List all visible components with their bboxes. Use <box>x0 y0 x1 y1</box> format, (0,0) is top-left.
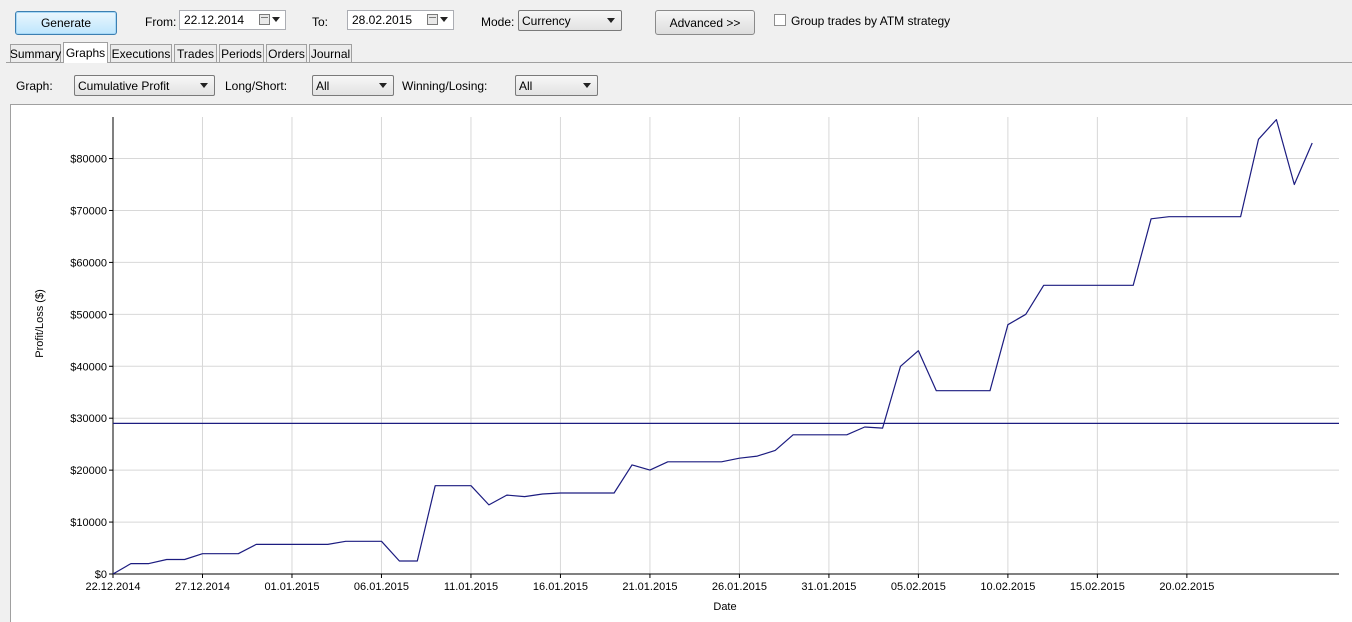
y-tick-label: $30000 <box>70 413 107 425</box>
winlose-select[interactable]: All <box>515 75 598 96</box>
chevron-down-icon[interactable] <box>272 17 280 22</box>
x-tick-label: 06.01.2015 <box>354 581 409 593</box>
tab-panel-border <box>6 62 1352 63</box>
x-tick-label: 22.12.2014 <box>85 581 140 593</box>
tab-trades[interactable]: Trades <box>174 44 217 62</box>
x-tick-label: 10.02.2015 <box>980 581 1035 593</box>
y-tick-label: $0 <box>95 569 107 581</box>
y-axis-label: Profit/Loss ($) <box>34 289 46 357</box>
chevron-down-icon[interactable] <box>440 17 448 22</box>
y-tick-label: $70000 <box>70 205 107 217</box>
chevron-down-icon <box>379 83 387 88</box>
chevron-down-icon <box>200 83 208 88</box>
mode-label: Mode: <box>481 15 515 29</box>
x-tick-label: 01.01.2015 <box>264 581 319 593</box>
group-trades-checkbox[interactable] <box>774 14 786 26</box>
y-tick-label: $20000 <box>70 465 107 477</box>
y-tick-label: $50000 <box>70 309 107 321</box>
to-date-value: 28.02.2015 <box>352 13 413 27</box>
winlose-label: Winning/Losing: <box>402 79 488 93</box>
to-label: To: <box>312 15 329 29</box>
chevron-down-icon <box>607 18 615 23</box>
calendar-icon[interactable] <box>259 14 270 25</box>
tab-executions[interactable]: Executions <box>110 44 172 62</box>
x-tick-label: 31.01.2015 <box>801 581 856 593</box>
calendar-icon[interactable] <box>427 14 438 25</box>
x-tick-label: 05.02.2015 <box>891 581 946 593</box>
longshort-select[interactable]: All <box>312 75 394 96</box>
cumulative-profit-series <box>112 119 1313 575</box>
from-date-value: 22.12.2014 <box>184 13 245 27</box>
from-label: From: <box>145 15 177 29</box>
mode-select[interactable]: Currency <box>518 10 622 31</box>
generate-button[interactable]: Generate <box>15 11 117 35</box>
y-tick-label: $40000 <box>70 361 107 373</box>
y-tick-label: $10000 <box>70 517 107 529</box>
x-tick-label: 26.01.2015 <box>712 581 767 593</box>
x-tick-label: 21.01.2015 <box>622 581 677 593</box>
mode-value: Currency <box>522 13 571 28</box>
x-tick-label: 27.12.2014 <box>175 581 230 593</box>
graph-label: Graph: <box>16 79 53 93</box>
x-tick-label: 15.02.2015 <box>1070 581 1125 593</box>
tab-journal[interactable]: Journal <box>309 44 352 62</box>
graph-type-value: Cumulative Profit <box>78 78 170 93</box>
chart-area: $0 $10000 $20000 $30000 $40000 $50000 $60000 $7… <box>10 104 1352 622</box>
advanced-button[interactable]: Advanced >> <box>655 10 755 35</box>
winlose-value: All <box>519 78 533 93</box>
group-trades-label: Group trades by ATM strategy <box>791 14 951 28</box>
x-tick-label: 16.01.2015 <box>533 581 588 593</box>
x-tick-label: 11.01.2015 <box>444 581 498 593</box>
tab-periods[interactable]: Periods <box>219 44 264 62</box>
x-axis-label: Date <box>713 601 736 613</box>
tab-summary[interactable]: Summary <box>10 44 61 62</box>
y-tick-label: $60000 <box>70 257 107 269</box>
graph-type-select[interactable]: Cumulative Profit <box>74 75 215 96</box>
chevron-down-icon <box>583 83 591 88</box>
y-tick-label: $80000 <box>70 154 107 166</box>
tab-orders[interactable]: Orders <box>266 44 307 62</box>
longshort-label: Long/Short: <box>225 79 288 93</box>
x-tick-label: 20.02.2015 <box>1159 581 1214 593</box>
cumulative-profit-chart: $0 $10000 $20000 $30000 $40000 $50000 $60000 $7… <box>34 117 1339 613</box>
tab-graphs[interactable]: Graphs <box>63 42 108 63</box>
longshort-value: All <box>316 78 330 93</box>
